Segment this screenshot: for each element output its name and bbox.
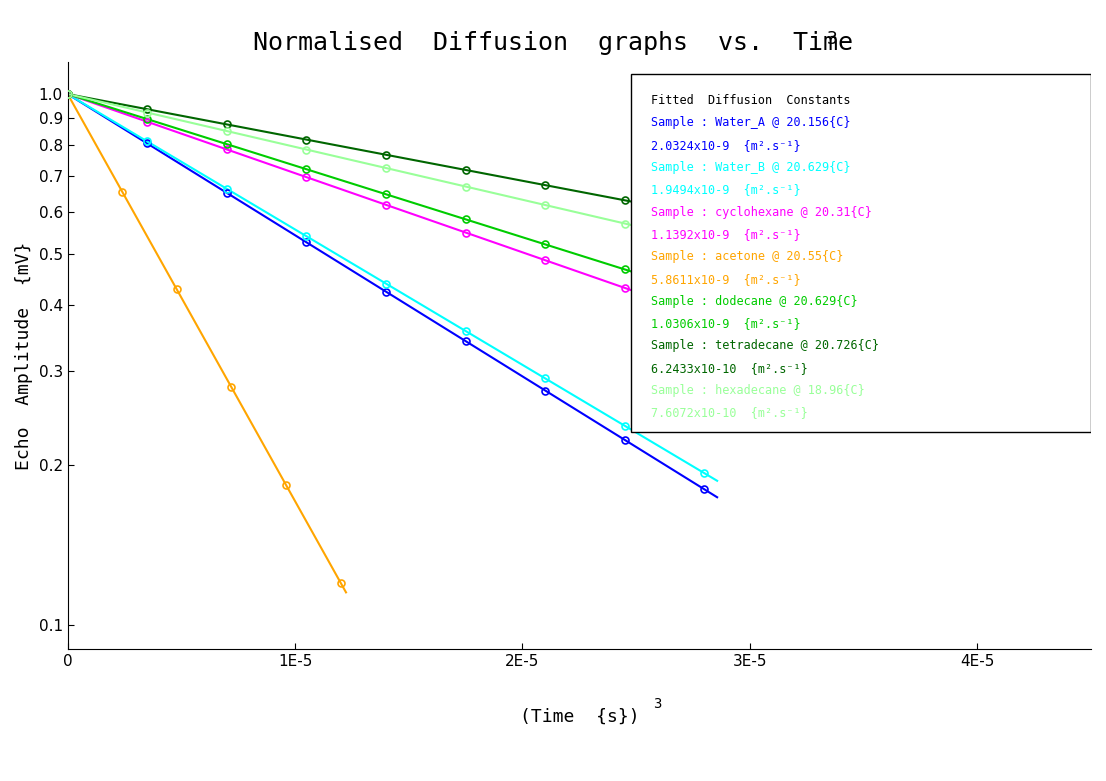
Text: 1.0306x10-9  {m².s⁻¹}: 1.0306x10-9 {m².s⁻¹} [651, 317, 801, 330]
Text: 1.1392x10-9  {m².s⁻¹}: 1.1392x10-9 {m².s⁻¹} [651, 228, 801, 241]
Text: 6.2433x10-10  {m².s⁻¹}: 6.2433x10-10 {m².s⁻¹} [651, 362, 807, 375]
Text: Sample : Water_A @ 20.156{C}: Sample : Water_A @ 20.156{C} [651, 116, 851, 130]
Text: Normalised  Diffusion  graphs  vs.  Time: Normalised Diffusion graphs vs. Time [253, 31, 853, 55]
Text: Sample : cyclohexane @ 20.31{C}: Sample : cyclohexane @ 20.31{C} [651, 205, 872, 219]
Text: Fitted  Diffusion  Constants: Fitted Diffusion Constants [651, 95, 851, 107]
Text: Sample : hexadecane @ 18.96{C}: Sample : hexadecane @ 18.96{C} [651, 384, 865, 397]
Text: Sample : dodecane @ 20.629{C}: Sample : dodecane @ 20.629{C} [651, 295, 857, 308]
Text: 3: 3 [653, 697, 661, 711]
Text: 7.6072x10-10  {m².s⁻¹}: 7.6072x10-10 {m².s⁻¹} [651, 406, 807, 419]
Text: 3: 3 [827, 30, 838, 48]
Text: 1.9494x10-9  {m².s⁻¹}: 1.9494x10-9 {m².s⁻¹} [651, 184, 801, 196]
Text: Sample : Water_B @ 20.629{C}: Sample : Water_B @ 20.629{C} [651, 161, 851, 174]
Text: Sample : tetradecane @ 20.726{C}: Sample : tetradecane @ 20.726{C} [651, 340, 879, 352]
Text: 2.0324x10-9  {m².s⁻¹}: 2.0324x10-9 {m².s⁻¹} [651, 139, 801, 152]
Text: (Time  {s}): (Time {s}) [520, 708, 639, 726]
Text: Sample : acetone @ 20.55{C}: Sample : acetone @ 20.55{C} [651, 250, 844, 263]
FancyBboxPatch shape [630, 73, 1091, 432]
Y-axis label: Echo  Amplitude  {mV}: Echo Amplitude {mV} [15, 241, 33, 469]
Text: 5.8611x10-9  {m².s⁻¹}: 5.8611x10-9 {m².s⁻¹} [651, 273, 801, 286]
